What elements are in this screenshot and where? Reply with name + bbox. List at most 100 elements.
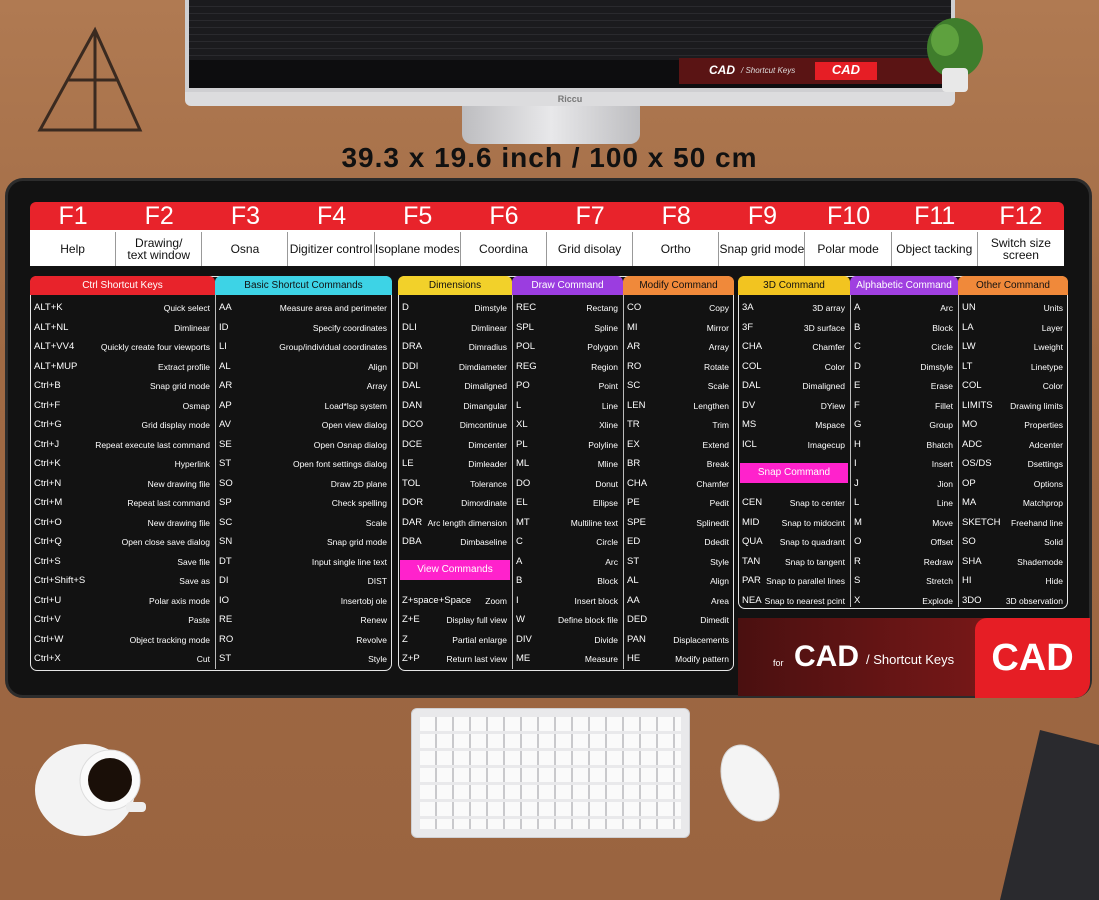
shortcut-desc: Spline [594, 322, 618, 333]
shortcut-desc: Measure [584, 654, 618, 664]
shortcut-desc: Units [1043, 303, 1063, 313]
shortcut-code: A [854, 302, 861, 313]
fkey: F6 [489, 202, 519, 230]
shortcut-code: ST [219, 458, 232, 469]
shortcut-desc: Donut [595, 478, 618, 489]
shortcut-desc: Dimangular [463, 400, 507, 411]
shortcut-code: CHA [627, 477, 648, 489]
shortcut-code: OS/DS [962, 458, 992, 469]
shortcut-code: XL [516, 419, 528, 430]
shortcut-code: SE [219, 438, 232, 450]
shortcut-code: D [854, 360, 861, 372]
shortcut-desc: Region [591, 361, 618, 372]
section-header: Modify Command [623, 276, 734, 295]
shortcut-desc: Freehand line [1011, 517, 1063, 528]
shortcut-desc: Xline [599, 420, 618, 430]
mouse [720, 744, 780, 822]
shortcut-code: Ctrl+J [34, 438, 60, 450]
shortcut-desc: Dimradius [468, 342, 507, 352]
shortcut-desc: Chamfer [696, 478, 729, 489]
shortcut-desc: Dimcontinue [459, 420, 507, 430]
shortcut-code: POL [516, 341, 536, 352]
group-box [398, 276, 734, 671]
shortcut-desc: Object tracking mode [129, 634, 210, 645]
shortcut-desc: Dimbaseline [460, 537, 507, 547]
column-divider [512, 295, 513, 669]
shortcut-code: AA [627, 594, 640, 606]
shortcut-desc: Circle [596, 537, 618, 547]
shortcut-code: Ctrl+F [34, 399, 61, 411]
shortcut-code: G [854, 419, 862, 430]
shortcut-code: Ctrl+B [34, 380, 61, 391]
shortcut-desc: DYiew [820, 400, 845, 411]
shortcut-code: 3DO [962, 594, 982, 606]
shortcut-code: Ctrl+Shift+S [34, 575, 86, 586]
shortcut-code: PAR [742, 575, 761, 586]
decor-triangle [37, 26, 143, 132]
monitor-bezel: Riccu [185, 92, 955, 106]
shortcut-desc: Displacements [673, 634, 729, 645]
shortcut-code: MT [516, 516, 530, 528]
shortcut-code: DCO [402, 419, 424, 430]
shortcut-desc: Snap to center [789, 498, 845, 508]
fkey-label: Polar mode [806, 232, 892, 266]
fkey: F2 [144, 202, 174, 230]
shortcut-code: CO [627, 302, 642, 313]
shortcut-code: ADC [962, 438, 983, 450]
shortcut-code: LIMITS [962, 399, 993, 411]
shortcut-code: ST [627, 555, 640, 567]
shortcut-code: DV [742, 399, 756, 411]
shortcut-code: SO [962, 536, 976, 547]
shortcut-desc: Solid [1044, 537, 1063, 547]
shortcut-desc: Adcenter [1028, 439, 1063, 450]
shortcut-desc: Input single line text [311, 556, 387, 567]
shortcut-code: SKETCH [962, 516, 1001, 528]
shortcut-code: Ctrl+O [34, 516, 62, 528]
shortcut-code: Ctrl+X [34, 653, 61, 664]
shortcut-desc: Shademode [1017, 556, 1063, 567]
shortcut-desc: Open font settings dialog [292, 459, 387, 469]
shortcut-code: ME [516, 653, 531, 664]
shortcut-desc: Modify pattern [675, 654, 729, 664]
shortcut-code: TAN [742, 555, 761, 567]
shortcut-desc: Multiline text [570, 517, 618, 528]
shortcut-desc: Polyline [588, 439, 618, 450]
shortcut-desc: Dimaligned [464, 381, 507, 391]
footer-subtitle: / Shortcut Keys [866, 652, 955, 667]
fkey-label: Osna [202, 232, 289, 266]
fkey-label: Ortho [633, 232, 720, 266]
shortcut-desc: New drawing file [147, 517, 210, 528]
fkey: F5 [403, 202, 433, 230]
section-header: Basic Shortcut Commands [215, 276, 392, 295]
shortcut-desc: Style [368, 654, 387, 664]
fkey-label: Drawing/ text window [116, 232, 203, 266]
shortcut-code: MS [742, 419, 757, 430]
shortcut-code: QUA [742, 536, 763, 547]
shortcut-code: PAN [627, 633, 646, 645]
shortcut-desc: Quick select [163, 303, 210, 313]
shortcut-desc: Renew [360, 615, 387, 625]
shortcut-code: LI [219, 341, 227, 352]
shortcut-code: B [516, 575, 523, 586]
shortcut-desc: Hyperlink [174, 459, 210, 469]
shortcut-code: Z [402, 633, 408, 645]
shortcut-code: EX [627, 438, 640, 450]
shortcut-code: PL [516, 438, 528, 450]
shortcut-desc: Grid display mode [141, 420, 210, 430]
shortcut-code: SP [219, 497, 232, 508]
fkey: F3 [230, 202, 260, 230]
shortcut-code: HI [962, 575, 972, 586]
shortcut-code: AR [627, 341, 641, 352]
shortcut-code: CEN [742, 497, 763, 508]
fkey-label: Switch size screen [990, 236, 1051, 262]
shortcut-code: C [516, 536, 523, 547]
shortcut-code: Ctrl+V [34, 614, 61, 625]
shortcut-desc: Circle [931, 342, 953, 352]
shortcut-desc: Matchprop [1022, 498, 1063, 508]
shortcut-desc: Snap to quadrant [779, 537, 845, 547]
shortcut-desc: Open view dialog [321, 420, 387, 430]
shortcut-code: DED [627, 614, 648, 625]
shortcut-code: ALT+NL [34, 321, 69, 333]
shortcut-desc: Draw 2D plane [330, 478, 387, 489]
shortcut-desc: Check spelling [331, 498, 387, 508]
